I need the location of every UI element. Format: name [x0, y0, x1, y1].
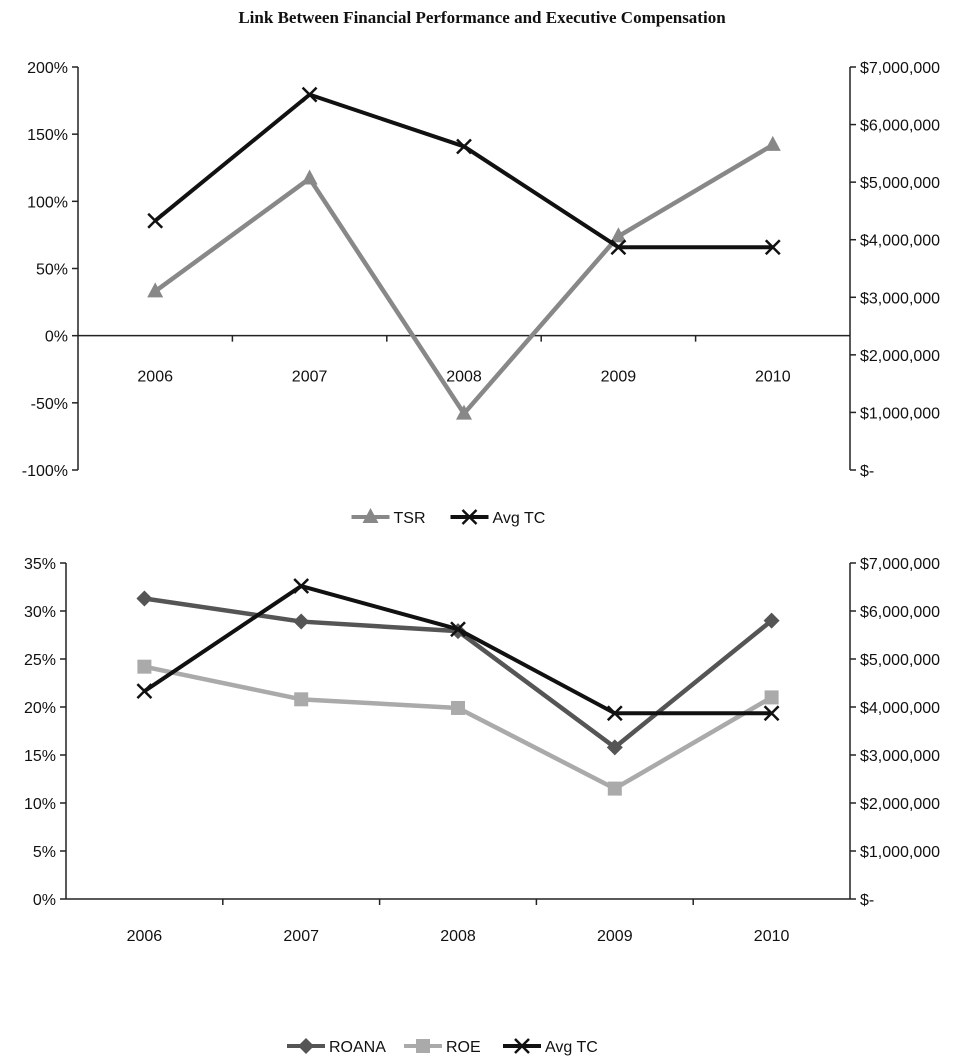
data-point-avg-tc [293, 578, 310, 594]
data-point-avg-tc [610, 239, 627, 256]
x-axis-category-label: 2006 [127, 928, 163, 945]
x-axis-category-label: 2008 [440, 928, 476, 945]
left-axis-tick-label: 0% [33, 892, 56, 909]
right-axis-tick-label: $3,000,000 [860, 748, 940, 765]
data-point-roe [607, 781, 622, 796]
series-line-roana [144, 596, 774, 750]
data-point-roana [606, 739, 623, 756]
data-point-roe [764, 690, 779, 705]
legend-marker [461, 509, 478, 525]
x-axis-category-label: 2007 [283, 928, 319, 945]
left-axis-tick-label: 25% [24, 652, 56, 669]
data-point-roe [451, 700, 465, 715]
right-axis-tick-label: $7,000,000 [860, 60, 940, 77]
right-axis-tick-label: $4,000,000 [860, 700, 940, 717]
x-axis-category-label: 2010 [755, 369, 791, 386]
chart-tsr-vs-avg-tc: 200% 150% 100% 50% 0% -50% -100% $7,000,000 $6,0… [22, 60, 940, 527]
left-axis-tick-label: 0% [45, 329, 68, 346]
legend-marker [416, 1039, 430, 1053]
chart-roana-roe-vs-avg-tc: 35% 30% 25% 20% 15% 10% 5% 0% $7,000,000 $6,000,0… [24, 556, 940, 1056]
x-axis-category-label: 2008 [446, 369, 482, 386]
legend-item-roana: ROANA [287, 1038, 386, 1056]
right-axis-tick-label: $6,000,000 [860, 604, 940, 621]
data-point-avg-tc [764, 239, 781, 256]
legend-marker [298, 1038, 314, 1054]
data-point-tsr [610, 227, 627, 243]
data-point-tsr [456, 404, 472, 420]
legend-marker [514, 1038, 530, 1054]
page-title: Link Between Financial Performance and E… [238, 8, 726, 27]
legend-marker [362, 508, 379, 523]
data-point-roana [763, 612, 780, 629]
left-axis-tick-label: 10% [24, 796, 56, 813]
legend-item-avg-tc: Avg TC [450, 509, 546, 527]
data-point-roana [293, 613, 310, 630]
right-axis-tick-label: $1,000,000 [860, 405, 940, 422]
left-axis-tick-label: 150% [27, 127, 68, 144]
data-point-roe [137, 659, 152, 674]
right-axis-tick-label: $- [860, 892, 874, 909]
left-axis-tick-label: 15% [24, 748, 56, 765]
legend-label: Avg TC [493, 510, 546, 527]
right-axis-tick-label: $- [860, 463, 874, 480]
legend-item-tsr: TSR [351, 508, 426, 527]
legend-label: TSR [394, 510, 426, 527]
left-axis-tick-label: 100% [27, 194, 68, 211]
left-axis-tick-label: 20% [24, 700, 56, 717]
right-axis-tick-label: $5,000,000 [860, 652, 940, 669]
left-axis-tick-label: 50% [36, 262, 68, 279]
right-axis-tick-label: $5,000,000 [860, 175, 940, 192]
left-axis-tick-label: 5% [33, 844, 56, 861]
right-axis-tick-label: $4,000,000 [860, 233, 940, 250]
right-axis-tick-label: $7,000,000 [860, 556, 940, 573]
x-axis-category-label: 2009 [601, 369, 637, 386]
legend-label: Avg TC [545, 1039, 598, 1056]
legend-item-roe: ROE [404, 1039, 481, 1056]
data-point-tsr [301, 169, 318, 185]
x-axis-category-label: 2006 [137, 369, 173, 386]
x-axis-category-label: 2009 [597, 928, 633, 945]
data-point-roe [294, 692, 309, 707]
right-axis-tick-label: $2,000,000 [860, 796, 940, 813]
data-point-tsr [764, 135, 781, 151]
data-point-avg-tc [301, 86, 318, 103]
left-axis-tick-label: 30% [24, 604, 56, 621]
x-axis-category-label: 2010 [754, 928, 790, 945]
x-axis-category-label: 2007 [292, 369, 328, 386]
data-point-roana [136, 590, 153, 607]
series-line-roe [143, 664, 773, 791]
right-axis-tick-label: $6,000,000 [860, 118, 940, 135]
data-point-avg-tc [456, 138, 472, 155]
left-axis-tick-label: 35% [24, 556, 56, 573]
right-axis-tick-label: $2,000,000 [860, 348, 940, 365]
data-point-tsr [147, 282, 164, 298]
legend-label: ROANA [329, 1039, 386, 1056]
right-axis-tick-label: $1,000,000 [860, 844, 940, 861]
left-axis-tick-label: 200% [27, 60, 68, 77]
data-point-avg-tc [147, 212, 164, 229]
left-axis-tick-label: -100% [22, 463, 68, 480]
data-point-avg-tc [450, 621, 466, 638]
legend-label: ROE [446, 1039, 481, 1056]
data-point-avg-tc [606, 705, 623, 722]
right-axis-tick-label: $3,000,000 [860, 290, 940, 307]
data-point-avg-tc [763, 705, 780, 722]
legend-item-avg-tc: Avg TC [503, 1038, 598, 1056]
data-point-avg-tc [136, 683, 153, 700]
left-axis-tick-label: -50% [31, 396, 68, 413]
